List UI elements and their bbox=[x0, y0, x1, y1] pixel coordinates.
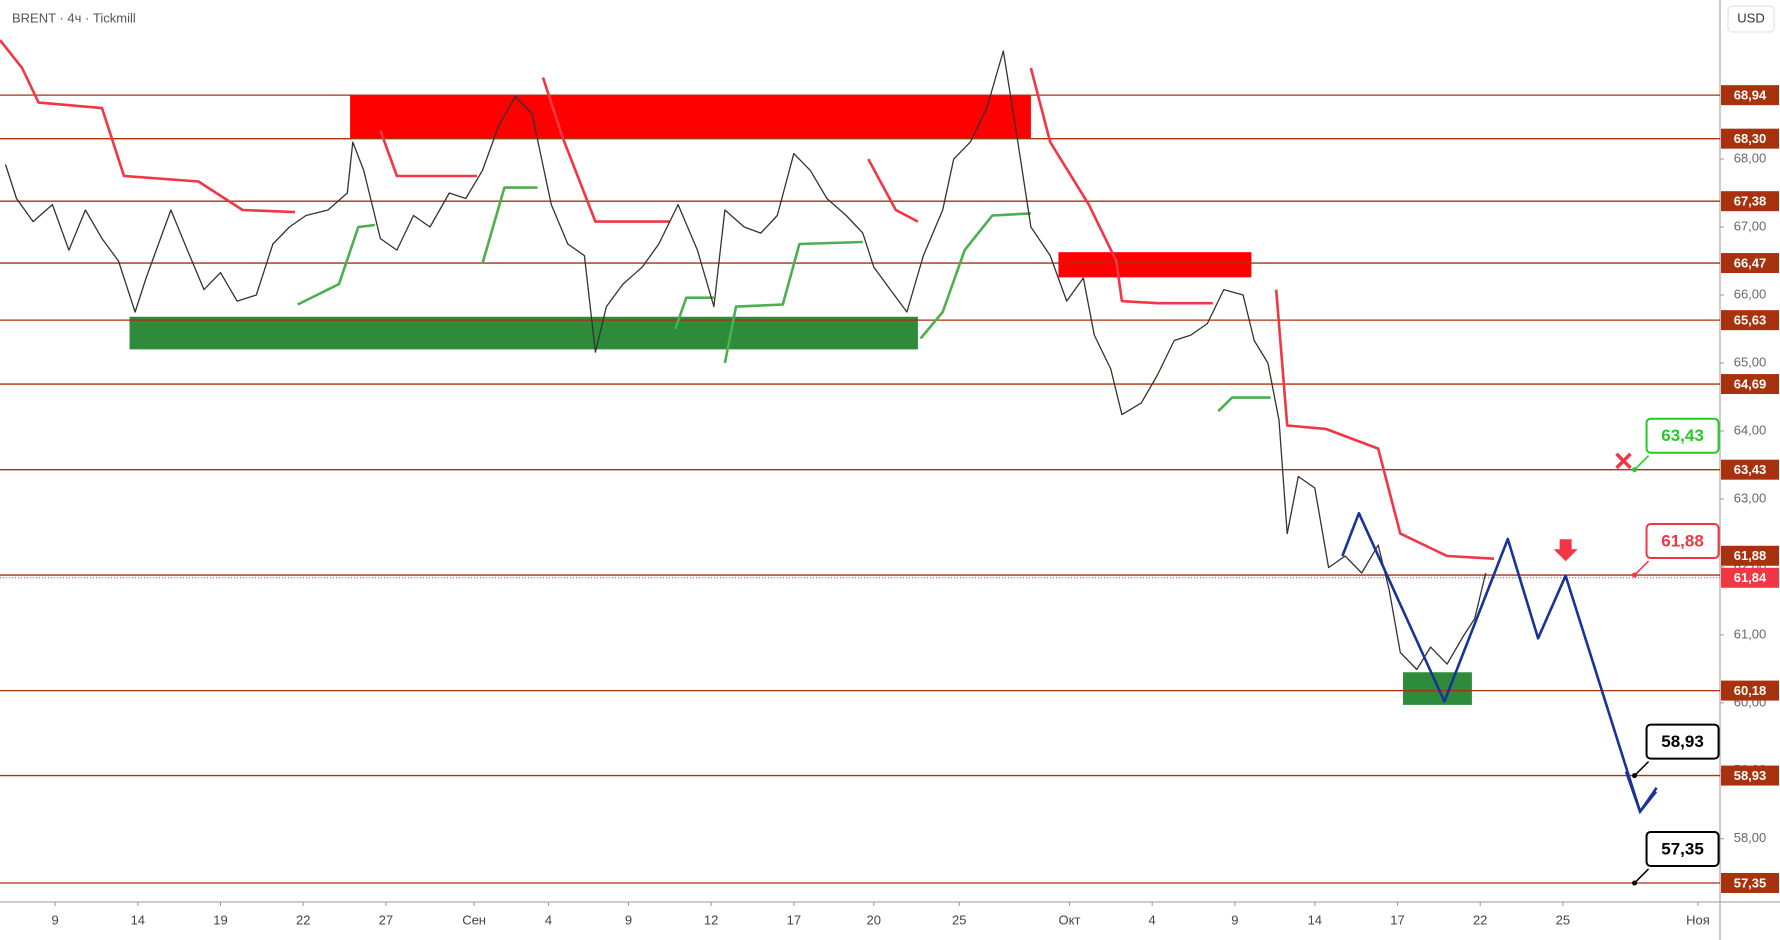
chart-title: BRENT · 4ч · Tickmill bbox=[12, 10, 136, 25]
level-label-box bbox=[1721, 545, 1779, 566]
callout-point bbox=[1632, 880, 1638, 886]
cross-marker bbox=[1615, 452, 1632, 470]
level-label-box bbox=[1721, 85, 1779, 106]
stop-line bbox=[297, 186, 1271, 413]
x-tick-label: Окт bbox=[1059, 912, 1081, 927]
level-label-box bbox=[1721, 374, 1779, 395]
callout-label: 63,43 bbox=[1661, 426, 1704, 445]
level-label-box bbox=[1721, 191, 1779, 212]
callout-leader bbox=[1634, 761, 1650, 777]
level-label-box bbox=[1721, 459, 1779, 480]
y-tick-label: 61,00 bbox=[1734, 626, 1767, 641]
y-tick-label: 68,00 bbox=[1734, 150, 1767, 165]
callout-box bbox=[1645, 830, 1720, 867]
last-price-label: 61,84 bbox=[1734, 570, 1767, 585]
x-tick-label: Ноя bbox=[1686, 912, 1710, 927]
level-label: 63,43 bbox=[1734, 462, 1767, 477]
x-tick-label: 12 bbox=[704, 912, 718, 927]
callout-point bbox=[1632, 467, 1638, 473]
level-label: 68,94 bbox=[1734, 88, 1767, 103]
x-tick-label: 19 bbox=[213, 912, 227, 927]
level-label-box bbox=[1721, 310, 1779, 331]
x-tick-label: 22 bbox=[296, 912, 310, 927]
level-label-box bbox=[1721, 128, 1779, 149]
callout-leader bbox=[1634, 560, 1650, 576]
callout-point bbox=[1632, 572, 1638, 578]
x-tick-label: 25 bbox=[952, 912, 966, 927]
callout-leader bbox=[1634, 455, 1650, 471]
x-tick-label: 14 bbox=[1308, 912, 1322, 927]
callout-label: 61,88 bbox=[1661, 532, 1704, 551]
level-label-box bbox=[1721, 253, 1779, 274]
x-tick-label: 22 bbox=[1473, 912, 1487, 927]
x-tick-label: 20 bbox=[867, 912, 881, 927]
currency: USD bbox=[1737, 10, 1764, 25]
callout-box bbox=[1645, 523, 1720, 560]
currency-box[interactable] bbox=[1727, 5, 1775, 33]
zone bbox=[350, 95, 1031, 139]
callout-label: 58,93 bbox=[1661, 732, 1704, 751]
level-label: 57,35 bbox=[1734, 875, 1767, 890]
callout-label: 57,35 bbox=[1661, 839, 1704, 858]
y-tick-label: 67,00 bbox=[1734, 218, 1767, 233]
level-label-box bbox=[1721, 680, 1779, 701]
arrow-marker bbox=[1553, 539, 1578, 562]
level-label: 64,69 bbox=[1734, 376, 1767, 391]
x-tick-label: 17 bbox=[787, 912, 801, 927]
level-label: 58,93 bbox=[1734, 768, 1767, 783]
forecast-arrowhead bbox=[1624, 771, 1658, 815]
level-label-box bbox=[1721, 765, 1779, 786]
x-tick-label: 14 bbox=[131, 912, 145, 927]
level-label: 66,47 bbox=[1734, 255, 1767, 270]
level-label: 61,88 bbox=[1734, 548, 1767, 563]
level-label: 60,18 bbox=[1734, 683, 1767, 698]
x-tick-label: 17 bbox=[1390, 912, 1404, 927]
plot bbox=[0, 39, 1720, 884]
y-tick-label: 65,00 bbox=[1734, 354, 1767, 369]
x-tick-label: 25 bbox=[1556, 912, 1570, 927]
level-label: 68,30 bbox=[1734, 131, 1767, 146]
zone bbox=[1058, 252, 1252, 278]
zone bbox=[129, 316, 918, 350]
callout-point bbox=[1632, 773, 1638, 779]
forecast-line bbox=[1341, 511, 1658, 813]
x-tick-label: 9 bbox=[1231, 912, 1238, 927]
x-tick-label: 9 bbox=[625, 912, 632, 927]
x-tick-label: Сен bbox=[462, 912, 486, 927]
last-price-box bbox=[1721, 567, 1779, 588]
level-label: 67,38 bbox=[1734, 194, 1767, 209]
callout-leader bbox=[1634, 868, 1650, 884]
y-tick-label: 63,00 bbox=[1734, 490, 1767, 505]
y-tick-label: 64,00 bbox=[1734, 422, 1767, 437]
callout-box bbox=[1645, 723, 1720, 760]
x-tick-label: 27 bbox=[379, 912, 393, 927]
y-tick-label: 58,00 bbox=[1734, 830, 1767, 845]
level-label: 65,63 bbox=[1734, 313, 1767, 328]
x-tick-label: 9 bbox=[52, 912, 59, 927]
stop-line bbox=[0, 39, 1495, 560]
y-tick-label: 66,00 bbox=[1734, 286, 1767, 301]
callout-box bbox=[1645, 417, 1720, 454]
x-tick-label: 4 bbox=[1149, 912, 1156, 927]
x-tick-label: 4 bbox=[545, 912, 552, 927]
price-line bbox=[4, 50, 1487, 671]
level-label-box bbox=[1721, 872, 1779, 893]
